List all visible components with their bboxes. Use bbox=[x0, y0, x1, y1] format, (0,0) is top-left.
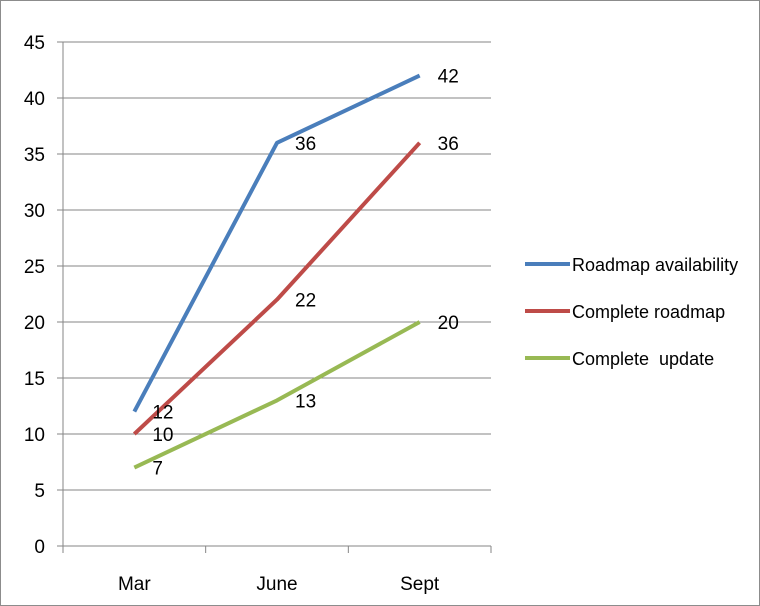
legend: Roadmap availability Complete roadmap Comp… bbox=[525, 255, 738, 369]
y-tick-label: 0 bbox=[34, 537, 45, 558]
data-label: 42 bbox=[438, 67, 459, 88]
y-tick-label: 10 bbox=[24, 425, 45, 446]
data-label: 7 bbox=[152, 459, 163, 480]
x-tick-label: June bbox=[256, 574, 297, 595]
data-label: 20 bbox=[438, 313, 459, 334]
data-label: 12 bbox=[152, 403, 173, 424]
data-label: 36 bbox=[295, 134, 316, 155]
y-tick-label: 30 bbox=[24, 201, 45, 222]
x-axis-tick-labels: Mar June Sept bbox=[118, 574, 440, 595]
data-label: 13 bbox=[295, 391, 316, 412]
data-label: 22 bbox=[295, 291, 316, 312]
y-tick-label: 15 bbox=[24, 369, 45, 390]
series-line-3 bbox=[133, 320, 421, 470]
y-axis-tick-labels: 0 5 10 15 20 25 30 35 40 45 bbox=[24, 33, 45, 558]
data-label: 36 bbox=[438, 134, 459, 155]
y-tick-label: 20 bbox=[24, 313, 45, 334]
x-tick-label: Sept bbox=[400, 574, 440, 595]
y-tick-label: 45 bbox=[24, 33, 45, 54]
legend-label: Complete roadmap bbox=[572, 302, 725, 322]
y-tick-label: 5 bbox=[34, 481, 45, 502]
series-line-1 bbox=[132, 73, 421, 413]
y-tick-label: 35 bbox=[24, 145, 45, 166]
y-tick-label: 25 bbox=[24, 257, 45, 278]
legend-label: Complete update bbox=[572, 349, 714, 369]
legend-label: Roadmap availability bbox=[572, 255, 738, 275]
data-label: 10 bbox=[152, 425, 173, 446]
axes bbox=[57, 41, 492, 553]
data-labels: 12 36 42 10 22 36 7 13 20 bbox=[152, 67, 458, 480]
x-tick-label: Mar bbox=[118, 574, 151, 595]
series-line-2 bbox=[132, 141, 422, 436]
series-lines bbox=[132, 73, 422, 470]
y-tick-label: 40 bbox=[24, 89, 45, 110]
gridlines bbox=[63, 41, 491, 491]
